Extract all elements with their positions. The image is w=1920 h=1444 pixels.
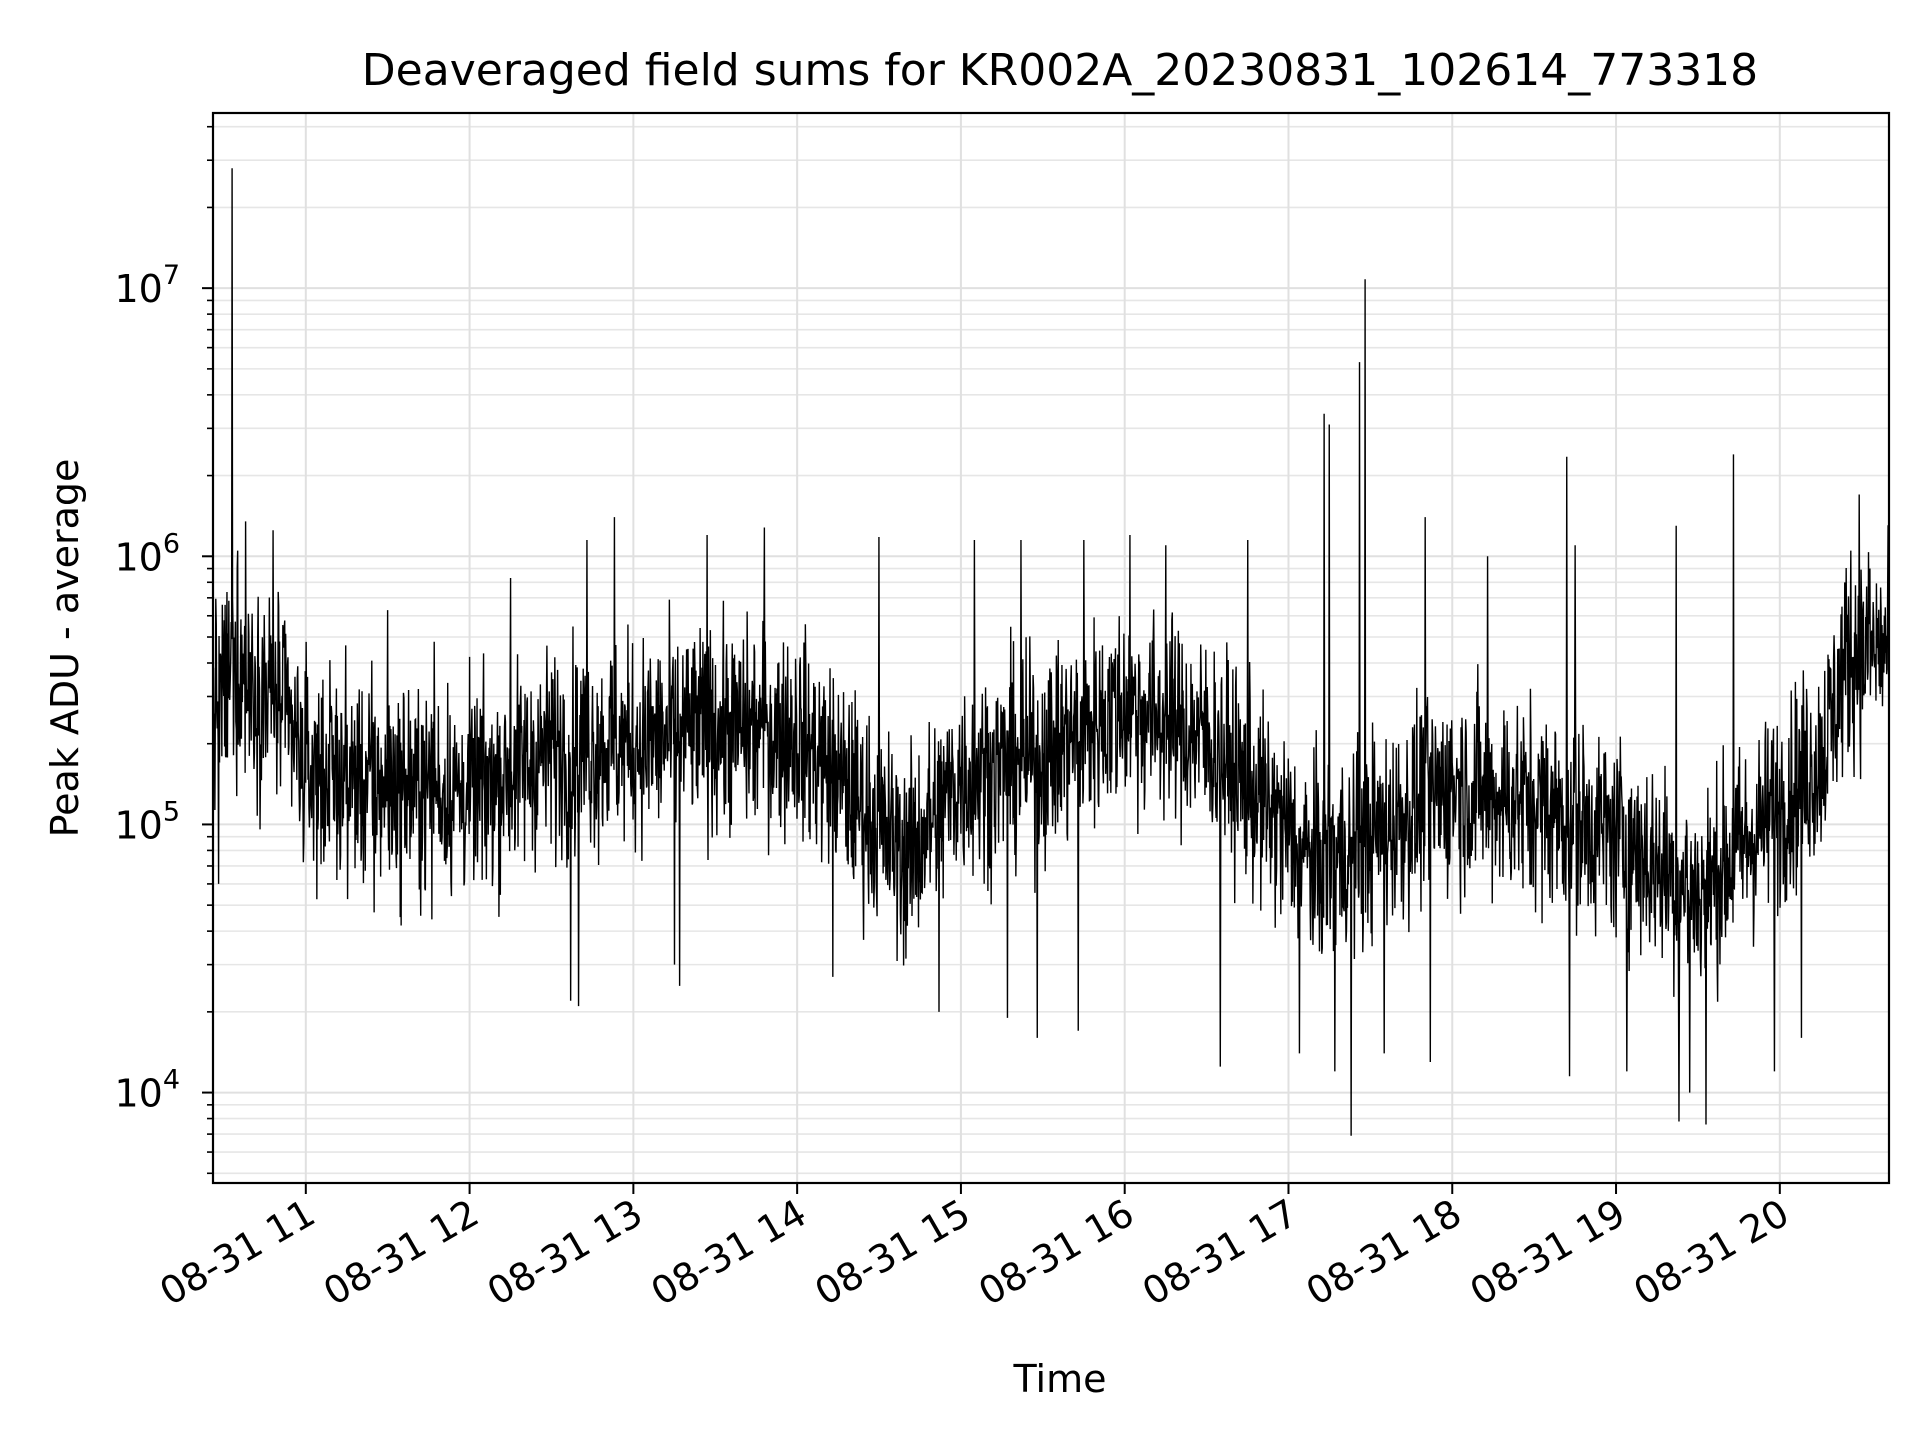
data-layer xyxy=(212,168,1890,1136)
series-line xyxy=(212,168,1890,1136)
y-axis-label: Peak ADU - average xyxy=(43,459,87,838)
x-axis-label: Time xyxy=(1013,1357,1107,1401)
chart-title: Deaveraged field sums for KR002A_2023083… xyxy=(362,45,1758,96)
plot-frame xyxy=(211,111,1891,1185)
y-tick-label: 104 xyxy=(114,1065,180,1116)
